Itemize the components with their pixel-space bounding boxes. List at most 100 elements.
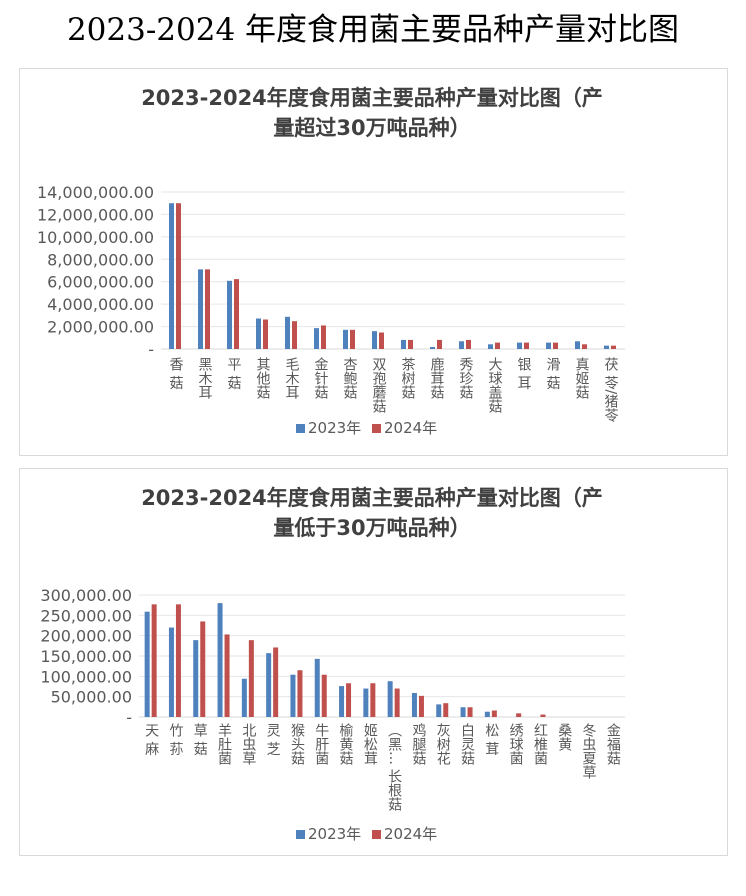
y-tick-label: 300,000.00 bbox=[40, 586, 132, 605]
bar-2024 bbox=[394, 688, 400, 717]
x-category-label: 北虫草 bbox=[240, 723, 256, 765]
bar-2024 bbox=[321, 325, 326, 349]
legend-label: 2024年 bbox=[384, 825, 437, 843]
bar-2023 bbox=[314, 658, 320, 717]
bar-2023 bbox=[198, 269, 203, 349]
x-category-label: 白灵菇 bbox=[459, 723, 475, 765]
bar-2024 bbox=[516, 713, 522, 717]
bar-2024 bbox=[292, 321, 297, 349]
x-category-label: 红椎菌 bbox=[532, 723, 548, 765]
bar-2024 bbox=[524, 342, 529, 349]
x-category-label: 鸡腿菇 bbox=[410, 722, 426, 765]
bar-2024 bbox=[437, 339, 442, 349]
bar-2024 bbox=[321, 674, 327, 717]
x-category-label: 双孢蘑菇 bbox=[371, 357, 387, 413]
y-tick-label: 10,000,000.00 bbox=[37, 228, 154, 247]
x-category-label: 杏鲍菇 bbox=[342, 357, 358, 399]
bar-2023 bbox=[484, 711, 490, 717]
bar-2024 bbox=[443, 703, 449, 717]
x-category-label: 天 麻 bbox=[143, 723, 159, 756]
chart-title: 量超过30万吨品种） bbox=[273, 116, 470, 140]
y-tick-label: 8,000,000.00 bbox=[47, 250, 154, 269]
y-tick-label: 12,000,000.00 bbox=[37, 205, 154, 224]
x-category-label: 姬松茸 bbox=[362, 723, 378, 765]
legend-label: 2023年 bbox=[308, 825, 361, 843]
bar-2023 bbox=[169, 203, 174, 349]
y-tick-label: - bbox=[126, 708, 132, 727]
x-category-label: 秀珍菇 bbox=[458, 357, 474, 399]
y-tick-label: 250,000.00 bbox=[40, 606, 132, 625]
x-category-label: 榆黄菇 bbox=[338, 723, 354, 765]
y-tick-label: - bbox=[148, 340, 154, 359]
y-tick-label: 150,000.00 bbox=[40, 647, 132, 666]
bar-2024 bbox=[408, 339, 413, 349]
bar-2023 bbox=[227, 280, 232, 349]
x-category-label: （黑… bbox=[386, 723, 402, 765]
bar-2024 bbox=[466, 339, 471, 349]
x-category-label: 金福菇 bbox=[605, 723, 621, 765]
y-tick-label: 200,000.00 bbox=[40, 627, 132, 646]
bar-2023 bbox=[575, 341, 580, 349]
bar-2023 bbox=[285, 316, 290, 349]
bar-2023 bbox=[363, 688, 369, 717]
chart-small-varieties: 2023-2024年度食用菌主要品种产量对比图（产 量低于30万吨品种） -50,0… bbox=[19, 468, 728, 856]
x-category-label: 冬虫夏草 bbox=[581, 723, 597, 779]
bar-2023 bbox=[387, 681, 393, 717]
x-category-label: 大球盖菇 bbox=[487, 357, 503, 413]
page-title: 2023-2024 年度食用菌主要品种产量对比图 bbox=[66, 12, 680, 48]
legend-swatch-2024 bbox=[372, 424, 381, 433]
x-category-label: 金针菇 bbox=[313, 357, 329, 399]
bar-2024 bbox=[582, 344, 587, 349]
bar-2023 bbox=[459, 341, 464, 349]
y-tick-label: 4,000,000.00 bbox=[47, 295, 154, 314]
x-category-label: 猴头菇 bbox=[289, 723, 305, 765]
bar-2024 bbox=[379, 332, 384, 349]
legend-swatch-2023 bbox=[296, 830, 305, 839]
bar-2024 bbox=[540, 714, 546, 717]
bar-2023 bbox=[144, 611, 150, 717]
x-category-label: 滑 菇 bbox=[545, 356, 561, 389]
legend-label: 2023年 bbox=[308, 419, 361, 437]
x-category-label: 竹 荪 bbox=[167, 723, 183, 756]
bar-2023 bbox=[436, 704, 442, 717]
bar-2024 bbox=[297, 670, 303, 717]
bar-2023 bbox=[430, 346, 435, 349]
bar-2023 bbox=[266, 653, 272, 717]
bar-2023 bbox=[256, 318, 261, 349]
bar-2023 bbox=[217, 603, 223, 717]
bar-2024 bbox=[176, 203, 181, 349]
bar-2023 bbox=[517, 342, 522, 349]
y-tick-label: 2,000,000.00 bbox=[47, 318, 154, 337]
bar-2023 bbox=[339, 686, 345, 717]
bar-2023 bbox=[411, 693, 417, 717]
legend-label: 2024年 bbox=[384, 419, 437, 437]
x-category-label: 茶树菇 bbox=[400, 357, 416, 399]
x-category-label: 毛木耳 bbox=[284, 357, 300, 399]
x-category-label: 鹿茸菇 bbox=[429, 356, 445, 399]
bar-2024 bbox=[248, 640, 254, 717]
bar-2024 bbox=[263, 319, 268, 349]
bar-2023 bbox=[460, 707, 466, 717]
y-tick-label: 14,000,000.00 bbox=[37, 183, 154, 202]
x-category-label: 其他菇 bbox=[255, 357, 271, 399]
bar-2024 bbox=[350, 329, 355, 349]
x-category-label: 绣球菌 bbox=[508, 723, 524, 765]
bar-2023 bbox=[314, 328, 319, 349]
legend-swatch-2024 bbox=[372, 830, 381, 839]
x-category-label: 桑黄 bbox=[556, 723, 572, 751]
bar-2024 bbox=[224, 634, 230, 717]
bar-2024 bbox=[611, 345, 616, 349]
x-category-label: 长根菇 bbox=[386, 769, 402, 811]
chart-title: 2023-2024年度食用菌主要品种产量对比图（产 bbox=[141, 86, 603, 110]
x-category-label: 羊肚菌 bbox=[216, 723, 232, 765]
y-tick-label: 6,000,000.00 bbox=[47, 273, 154, 292]
bar-2024 bbox=[151, 604, 157, 717]
x-category-label: 茯 苓/猪苓 bbox=[603, 357, 619, 423]
bar-2023 bbox=[193, 640, 199, 717]
bar-2024 bbox=[553, 342, 558, 349]
bar-2023 bbox=[290, 674, 296, 717]
y-tick-label: 50,000.00 bbox=[51, 688, 132, 707]
bar-2023 bbox=[241, 678, 247, 717]
